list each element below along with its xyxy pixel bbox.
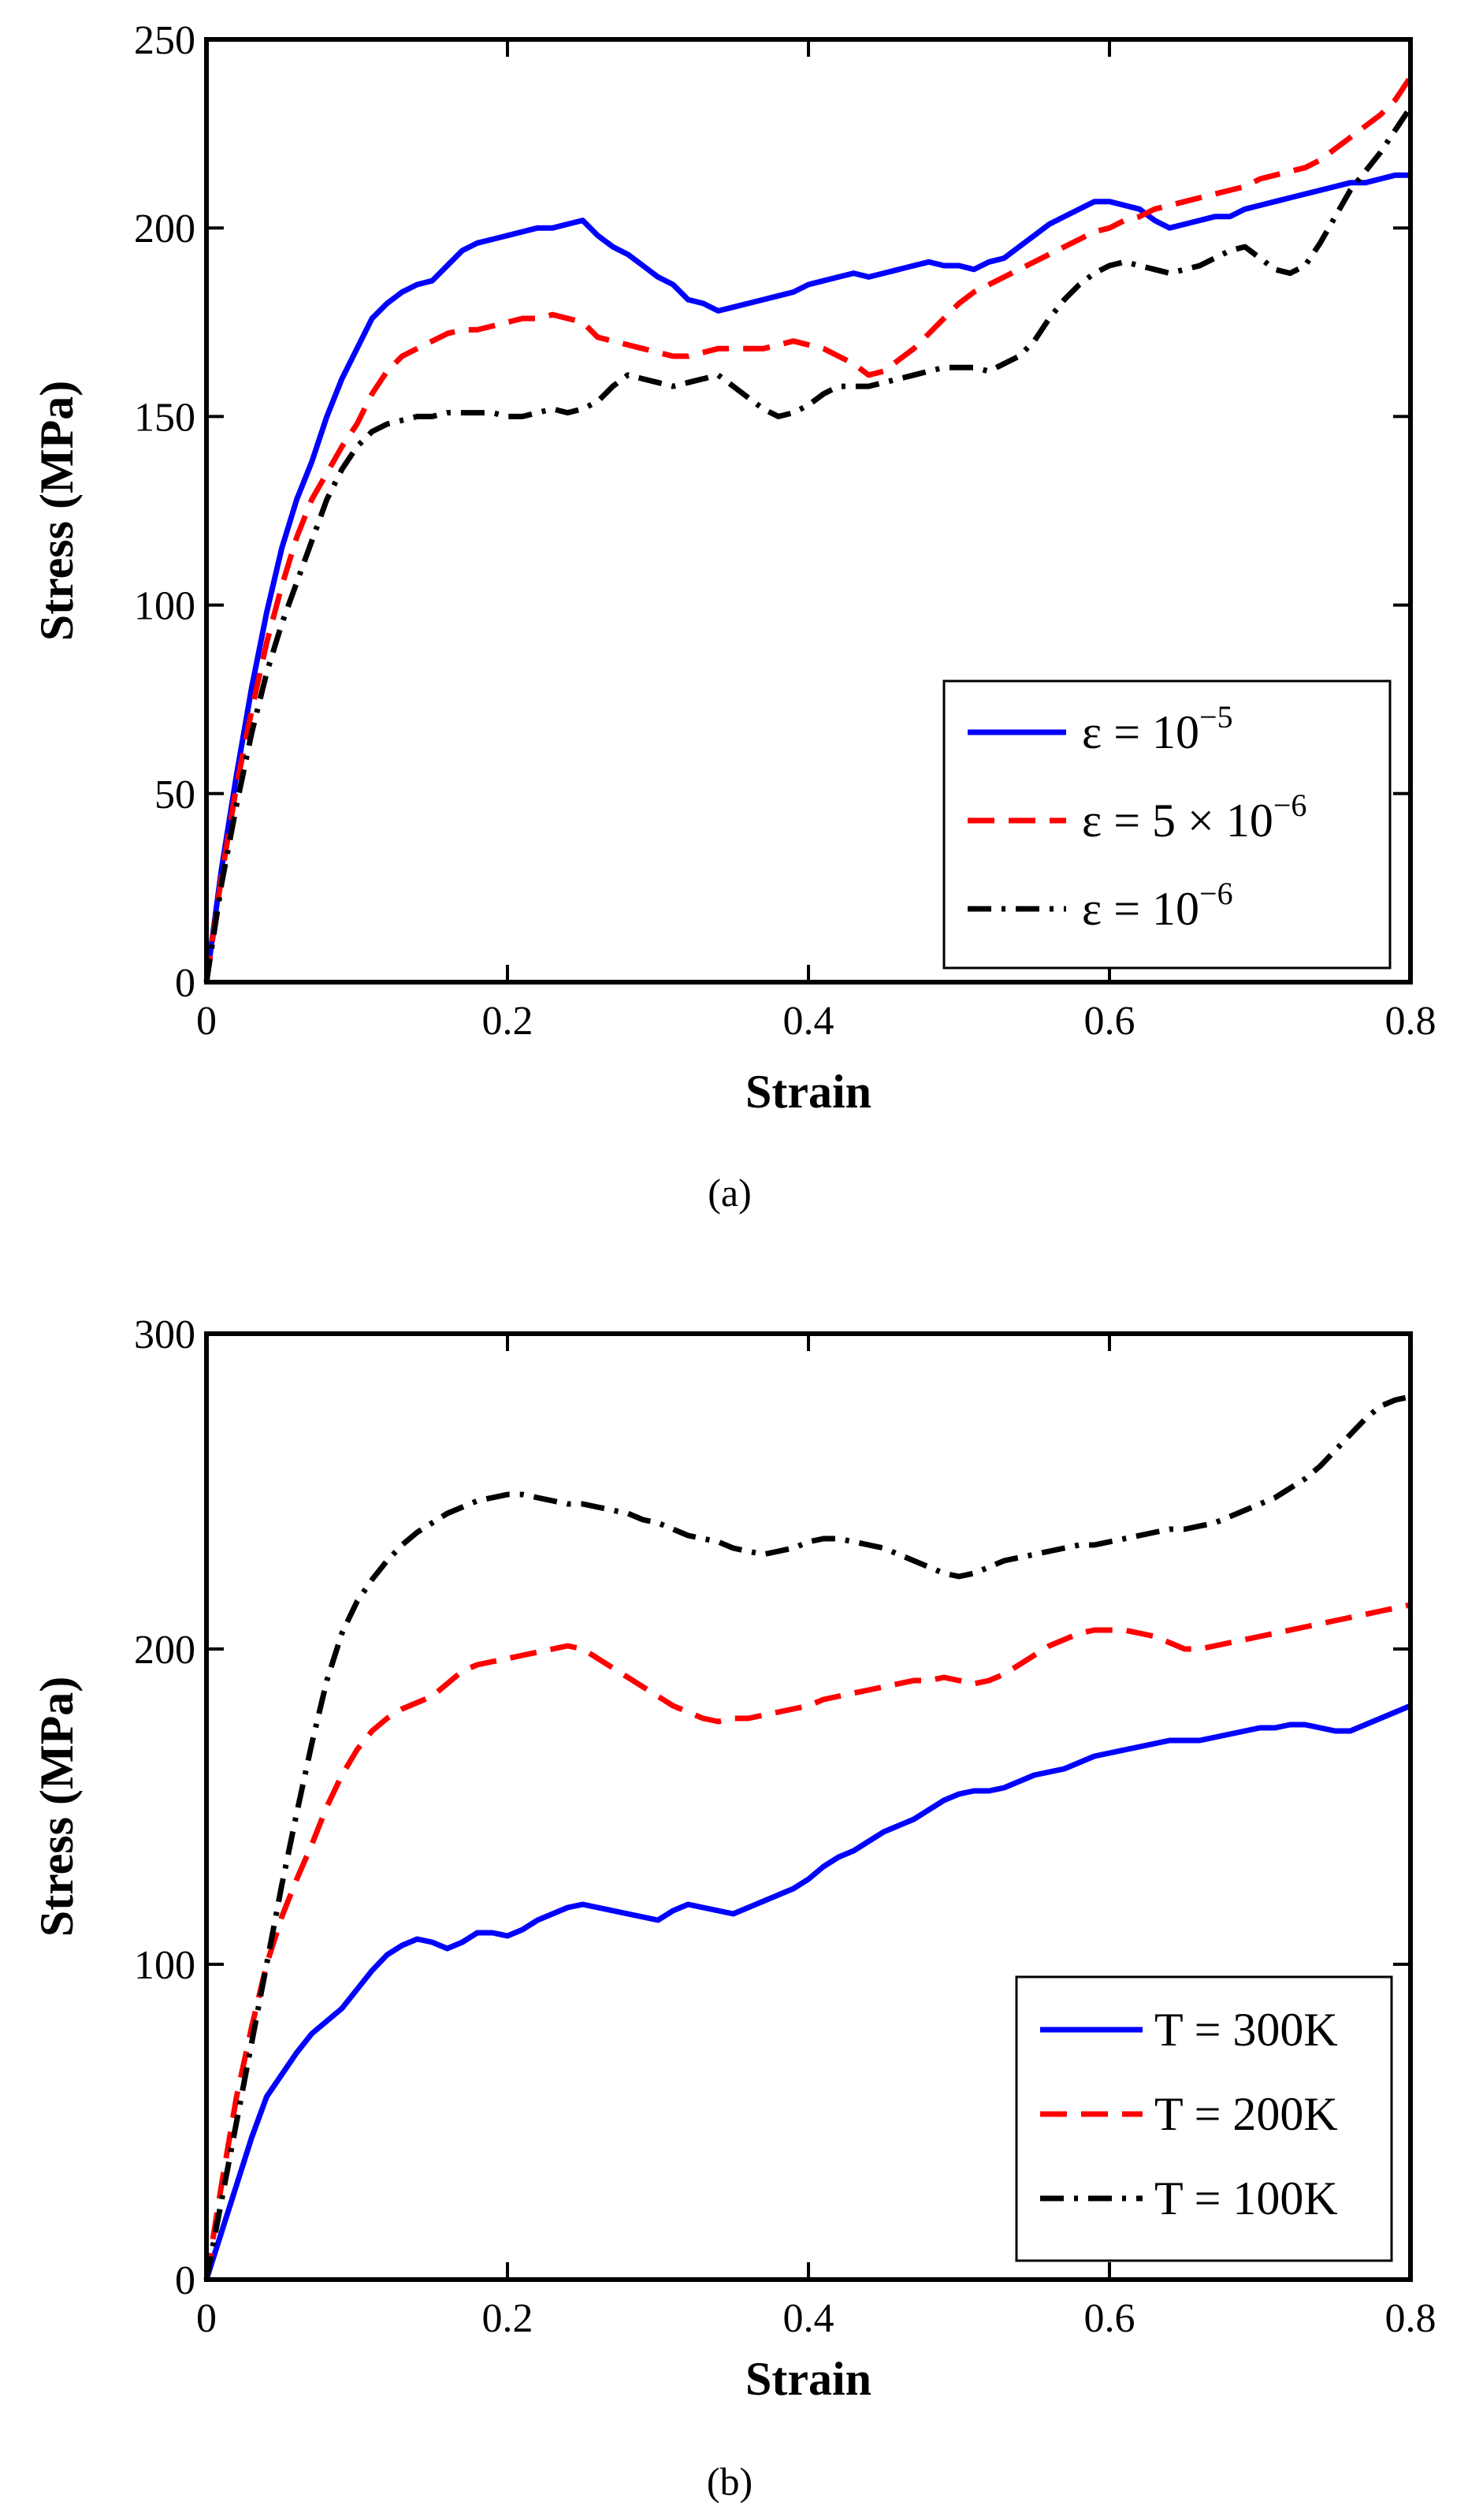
chart-a-axes: 0 0.2 0.4 0.6 0.8 0 50 100 150 200 250 [134,18,1436,1044]
chart-b-legend-label-1: T = 300K [1154,2004,1338,2056]
chart-a-series-lines [203,75,1413,983]
chart-a-ytick-label: 0 [175,961,195,1006]
chart-a-legend-label-3: ε = 10−6 [1082,876,1233,935]
chart-b-xtick-label: 0.6 [1084,2296,1135,2341]
chart-b-legend-label-2: T = 200K [1154,2088,1338,2140]
chart-a-series-3-line [203,106,1413,983]
chart-a-ytick-label: 150 [134,395,195,440]
chart-a-ytick-label: 50 [154,772,195,817]
chart-a-ytick-label: 100 [134,584,195,629]
chart-a-xtick-label: 0.6 [1084,999,1135,1044]
chart-b-ytick-label: 200 [134,1628,195,1673]
chart-b-series-3-line [203,1394,1411,2280]
chart-b-ylabel: Stress (MPa) [31,1677,83,1937]
chart-b-series-lines [203,1394,1412,2281]
chart-b-legend-box [1015,1975,1393,2262]
chart-b-xtick-label: 0 [196,2296,217,2341]
chart-a-legend-box [942,679,1392,970]
chart-a-legend-label-1: ε = 10−5 [1082,699,1233,758]
chart-a-caption: (a) [708,1171,752,1215]
chart-a-ytick-label: 200 [134,207,195,251]
chart-a-xlabel: Strain [745,1066,872,1118]
chart-b-ytick-label: 100 [134,1943,195,1988]
chart-a-xtick-label: 0.4 [783,999,834,1044]
chart-panel-b: 0 0.2 0.4 0.6 0.8 0 100 200 300 Strain Stress (M… [31,1312,1436,2503]
chart-a-frame [204,37,1413,985]
chart-b-xtick-label: 0.8 [1385,2296,1436,2341]
chart-b-legend: T = 300K T = 200K T = 100K [1015,1975,1393,2262]
chart-b-xtick-label: 0.4 [783,2296,834,2341]
chart-b-series-2-line [203,1602,1411,2280]
chart-a-series-2-line [203,75,1413,983]
chart-b-frame [204,1331,1413,2282]
chart-a-ytick-label: 250 [134,18,195,63]
chart-a-xtick-label: 0.2 [482,999,533,1044]
chart-b-legend-label-3: T = 100K [1154,2172,1338,2224]
chart-panel-a: 0 0.2 0.4 0.6 0.8 0 50 100 150 200 250 Strain Stre… [31,18,1436,1215]
chart-a-legend: ε = 10−5 ε = 5 × 10−6 ε = 10−6 [942,679,1392,970]
chart-a-series-1-line [203,172,1410,983]
chart-b-xtick-label: 0.2 [482,2296,533,2341]
chart-a-xtick-label: 0.8 [1385,999,1436,1044]
chart-a-legend-label-2: ε = 5 × 10−6 [1082,787,1306,847]
chart-b-xlabel: Strain [745,2353,872,2405]
chart-b-ytick-label: 0 [175,2258,195,2303]
chart-b-ytick-label: 300 [134,1312,195,1357]
chart-a-ylabel: Stress (MPa) [31,381,83,641]
chart-b-caption: (b) [707,2459,753,2503]
chart-a-xtick-label: 0 [196,999,217,1044]
chart-b-series-1-line [203,1703,1412,2281]
